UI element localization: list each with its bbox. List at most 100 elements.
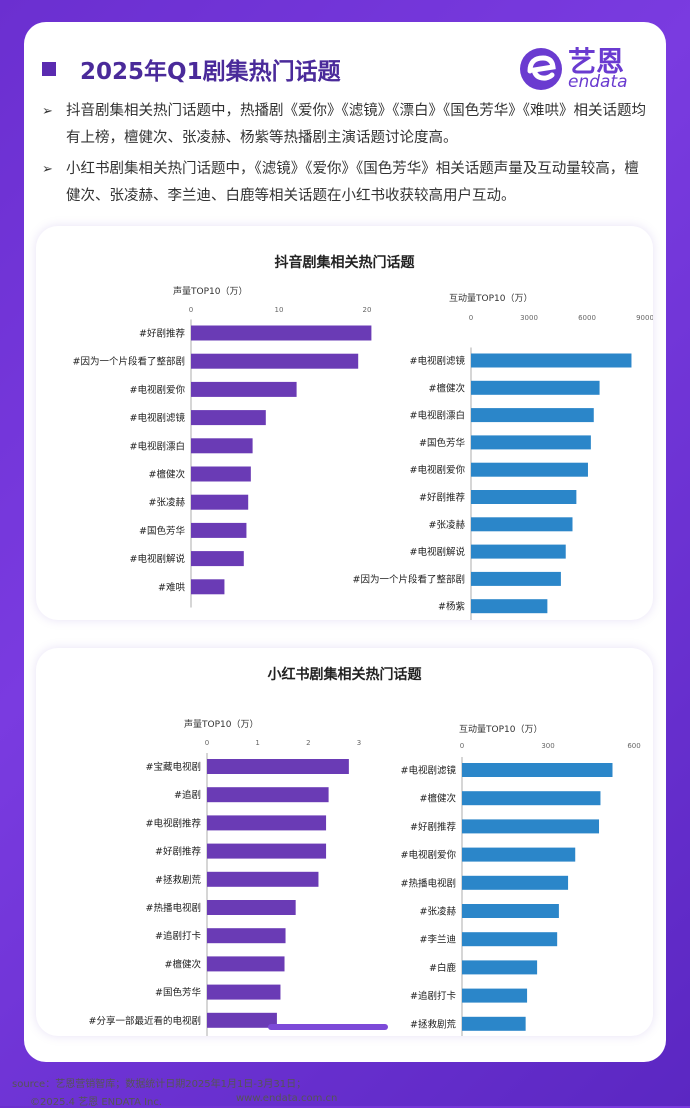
category-label: #张凌赫 (429, 519, 466, 531)
bar (471, 517, 573, 532)
bar (207, 900, 296, 915)
page-title: 2025年Q1剧集热门话题 (80, 59, 341, 85)
bar (462, 847, 576, 862)
tick-label: 1 (255, 739, 259, 747)
category-label: #好剧推荐 (155, 846, 201, 858)
bar (207, 843, 327, 859)
bar (207, 928, 286, 944)
category-label: #拯救剧荒 (155, 874, 201, 886)
chart-title: 互动量TOP10（万） (459, 724, 542, 735)
category-label: #好剧推荐 (410, 821, 456, 833)
tick-label: 3000 (520, 314, 538, 322)
tick-label: 20 (363, 306, 372, 314)
bar (471, 435, 591, 450)
category-label: #因为一个片段看了整部剧 (353, 573, 465, 585)
category-label: #电视剧漂白 (130, 440, 185, 452)
bar (191, 466, 251, 482)
summary-bullet: ➢ 抖音剧集相关热门话题中，热播剧《爱你》《滤镜》《漂白》《国色芳华》《难哄》相… (42, 98, 652, 152)
bar (462, 932, 558, 947)
category-label: #杨紫 (438, 601, 465, 613)
bar (462, 875, 569, 890)
category-label: #国色芳华 (155, 987, 201, 999)
bar (207, 759, 349, 774)
category-label: #追剧 (174, 789, 201, 801)
xiaohongshu-panel: 小红书剧集相关热门话题 声量TOP10（万） 0 1 2 3 #宝藏电视剧 #追剧 #电视剧推… (36, 648, 653, 1036)
tick-label: 0 (205, 739, 209, 747)
bar (471, 571, 561, 586)
category-label: #拯救剧荒 (410, 1018, 456, 1030)
category-label: #热播电视剧 (146, 902, 201, 914)
category-label: #追剧打卡 (410, 990, 456, 1002)
category-label: #电视剧漂白 (410, 410, 465, 422)
category-label: #因为一个片段看了整部剧 (73, 356, 185, 368)
bar (471, 408, 594, 423)
bar (471, 462, 588, 477)
category-label: #追剧打卡 (155, 930, 201, 942)
category-label: #李兰迪 (420, 934, 457, 946)
category-label: #电视剧推荐 (146, 817, 202, 829)
bar (462, 960, 538, 975)
category-label: #电视剧解说 (410, 546, 466, 558)
tick-label: 9000 (636, 314, 653, 322)
category-label: #檀健次 (429, 382, 466, 394)
category-label: #电视剧滤镜 (130, 412, 186, 424)
logo-subtitle: endata (568, 72, 628, 92)
title-square-icon (42, 62, 56, 76)
chart-title: 声量TOP10（万） (184, 718, 258, 730)
summary-bullets: ➢ 抖音剧集相关热门话题中，热播剧《爱你》《滤镜》《漂白》《国色芳华》《难哄》相… (42, 98, 652, 214)
category-label: #好剧推荐 (139, 328, 185, 340)
arrow-bullet-icon: ➢ (42, 162, 53, 177)
category-label: #张凌赫 (420, 906, 457, 918)
category-label: #分享一部最近看的电视剧 (89, 1015, 201, 1027)
category-label: #电视剧解说 (130, 553, 186, 565)
category-label: #电视剧滤镜 (410, 355, 466, 367)
bullet-text: 小红书剧集相关热门话题中，《滤镜》《爱你》《国色芳华》相关话题声量及互动量较高，… (66, 161, 639, 204)
category-label: #张凌赫 (149, 497, 186, 509)
footer-copyright: ©2025.4 艺恩 ENDATA Inc. (30, 1097, 163, 1108)
footer-website: www.endata.com.cn (236, 1093, 338, 1104)
report-sheet: 2025年Q1剧集热门话题 艺恩 endata ➢ 抖音剧集相关热门话题中，热播… (24, 22, 666, 1062)
bar (462, 988, 528, 1003)
tick-label: 0 (460, 742, 464, 750)
bar (207, 1012, 277, 1028)
category-label: #檀健次 (149, 469, 186, 481)
category-label: #电视剧爱你 (410, 464, 466, 476)
category-label: #国色芳华 (419, 437, 465, 449)
douyin-panel: 抖音剧集相关热门话题 声量TOP10（万） 0 10 20 #好剧推荐 #因为一个片段看了… (36, 226, 653, 620)
category-label: #檀健次 (420, 793, 457, 805)
logo-name: 艺恩 (568, 45, 625, 78)
category-label: #好剧推荐 (419, 492, 465, 504)
bar (471, 599, 548, 614)
bar (462, 819, 600, 834)
page-indicator (268, 1024, 388, 1030)
xiaohongshu-charts: 声量TOP10（万） 0 1 2 3 #宝藏电视剧 #追剧 #电视剧推荐 #好剧推荐 #拯救剧荒 #… (89, 718, 641, 1036)
tick-label: 6000 (578, 314, 596, 322)
bar (191, 325, 372, 341)
bar (191, 438, 253, 454)
bar (207, 956, 285, 972)
arrow-bullet-icon: ➢ (42, 104, 53, 119)
bar (462, 791, 601, 806)
tick-label: 300 (541, 742, 554, 750)
bar (191, 579, 225, 595)
xiaohongshu-panel-title: 小红书剧集相关热门话题 (267, 667, 422, 683)
category-label: #电视剧爱你 (401, 849, 457, 861)
bar (207, 815, 327, 831)
douyin-panel-title: 抖音剧集相关热门话题 (274, 255, 415, 271)
summary-bullet: ➢ 小红书剧集相关热门话题中，《滤镜》《爱你》《国色芳华》相关话题声量及互动量较… (42, 156, 652, 210)
chart-title: 声量TOP10（万） (173, 285, 247, 297)
bar (462, 904, 559, 918)
title-row: 2025年Q1剧集热门话题 (42, 52, 341, 86)
tick-label: 3 (357, 739, 361, 747)
bar (207, 787, 329, 803)
logo-mark-icon (520, 48, 562, 90)
category-label: #檀健次 (165, 958, 202, 970)
category-label: #电视剧爱你 (130, 384, 186, 396)
endata-logo: 艺恩 endata (516, 40, 646, 96)
category-label: #宝藏电视剧 (146, 761, 201, 773)
bar (207, 871, 319, 887)
bar (471, 490, 577, 504)
bar (471, 544, 566, 559)
bar (191, 494, 249, 510)
tick-label: 600 (627, 742, 640, 750)
